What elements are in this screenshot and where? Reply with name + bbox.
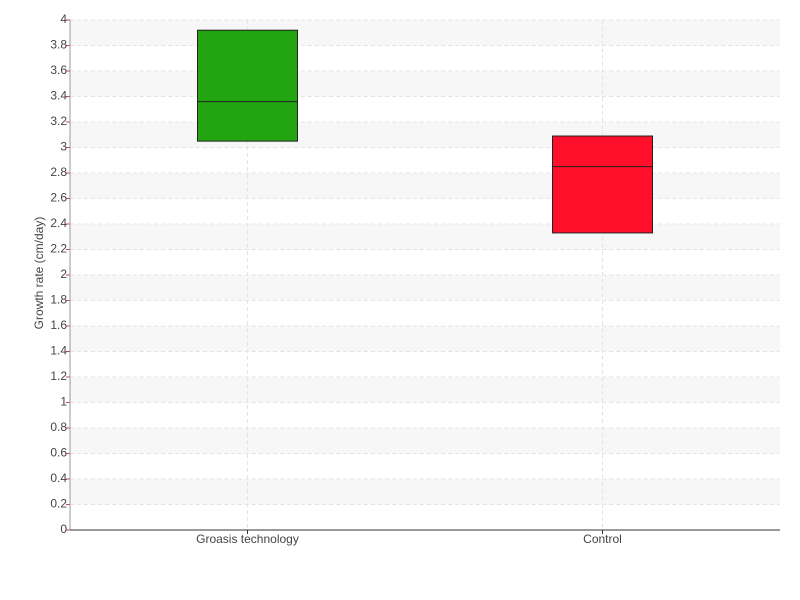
x-tick-label: Control — [583, 532, 622, 546]
y-tick-label: 4 — [60, 12, 67, 26]
y-tick-label: 0.2 — [50, 497, 67, 511]
y-tick-label: 2.8 — [50, 165, 67, 179]
x-tick-label: Groasis technology — [196, 532, 299, 546]
grid-band — [70, 479, 780, 505]
y-tick-label: 1.4 — [50, 344, 67, 358]
grid-band — [70, 275, 780, 301]
box — [552, 135, 653, 234]
y-axis-label: Growth rate (cm/day) — [32, 217, 46, 330]
y-tick-label: 0.6 — [50, 446, 67, 460]
y-tick-label: 0.4 — [50, 471, 67, 485]
y-tick-label: 1.6 — [50, 318, 67, 332]
y-tick-label: 3 — [60, 140, 67, 154]
grid-band — [70, 173, 780, 199]
grid-band — [70, 377, 780, 403]
y-tick-label: 3.2 — [50, 114, 67, 128]
y-tick-label: 2.4 — [50, 216, 67, 230]
grid-band — [70, 71, 780, 97]
grid-band — [70, 326, 780, 352]
y-tick-label: 1 — [60, 395, 67, 409]
y-tick-label: 3.4 — [50, 89, 67, 103]
y-tick-label: 3.6 — [50, 63, 67, 77]
y-tick-label: 1.2 — [50, 369, 67, 383]
y-tick-label: 2 — [60, 267, 67, 281]
box — [197, 29, 298, 142]
grid-band — [70, 20, 780, 46]
y-tick-label: 2.6 — [50, 191, 67, 205]
y-tick-label: 1.8 — [50, 293, 67, 307]
y-tick-label: 2.2 — [50, 242, 67, 256]
y-tick-label: 3.8 — [50, 38, 67, 52]
y-tick-label: 0 — [60, 522, 67, 536]
y-tick-label: 0.8 — [50, 420, 67, 434]
grid-band — [70, 224, 780, 250]
grid-band — [70, 428, 780, 454]
grid-band — [70, 122, 780, 148]
